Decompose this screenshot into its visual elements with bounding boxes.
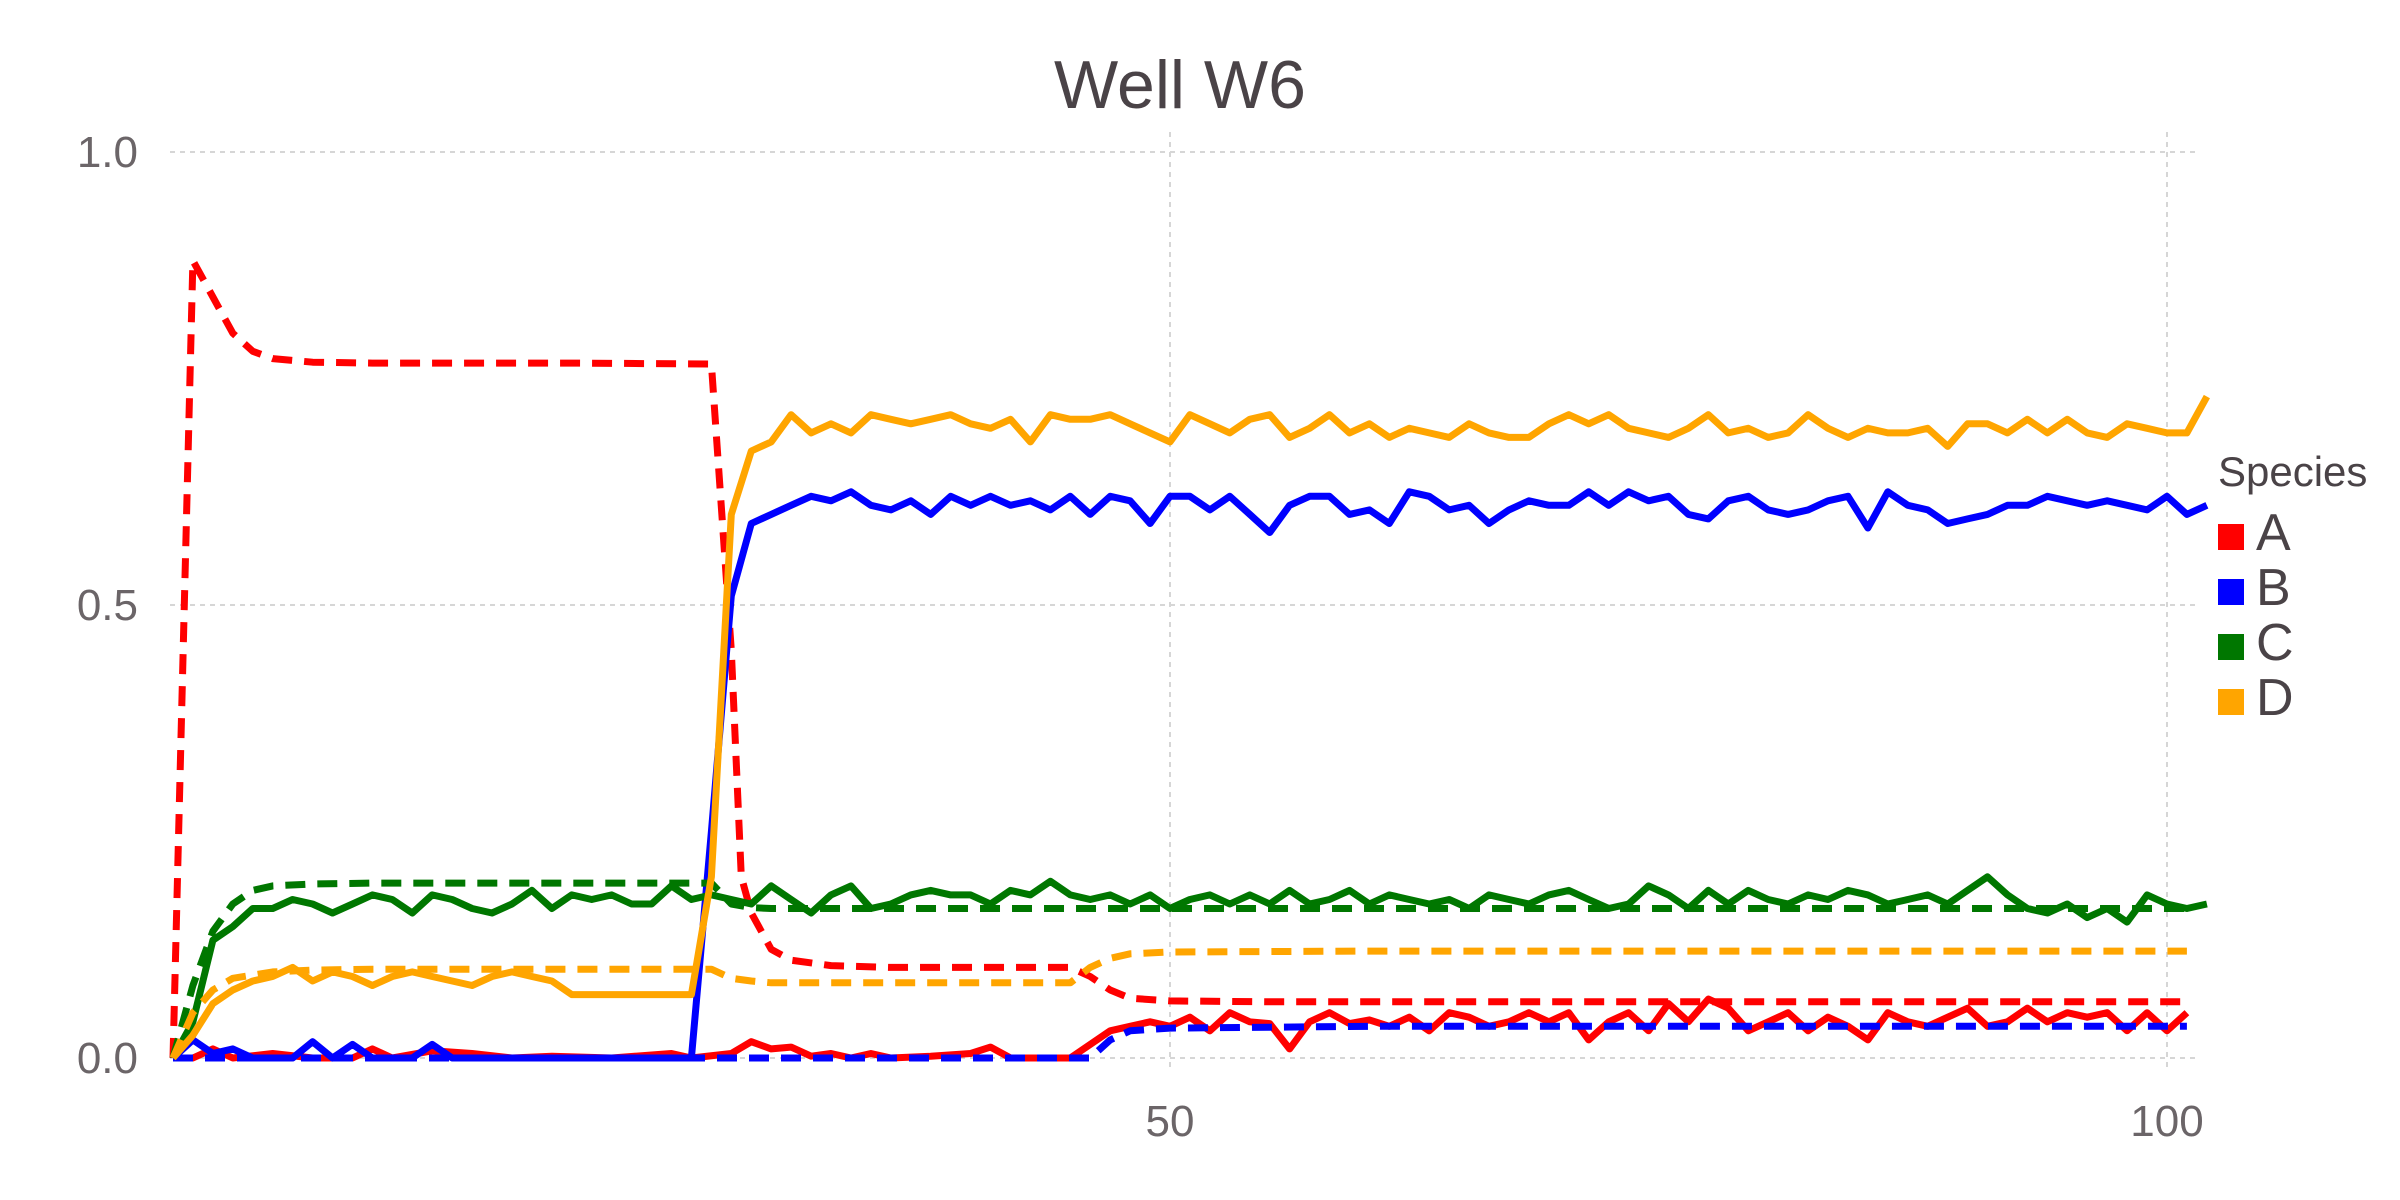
- series-line-b-dashed: [173, 1022, 2187, 1062]
- x-tick-label: 100: [2130, 1097, 2203, 1146]
- series-line-a-dashed: [169, 257, 2187, 1059]
- y-tick-label: 1.0: [77, 128, 138, 177]
- legend-label-b: B: [2256, 559, 2291, 617]
- x-tick-label: 50: [1146, 1097, 1195, 1146]
- series-line-a-solid: [173, 995, 2190, 1062]
- legend-swatch-c: [2218, 634, 2244, 660]
- series-line-b-solid: [170, 488, 2209, 1062]
- series-line-d-solid: [170, 394, 2210, 1061]
- legend-title: Species: [2218, 448, 2367, 495]
- legend-swatch-a: [2218, 524, 2244, 550]
- legend-swatch-b: [2218, 579, 2244, 605]
- legend-swatch-d: [2218, 689, 2244, 715]
- chart-title: Well W6: [1054, 47, 1306, 123]
- grid-lines: [170, 132, 2196, 1068]
- axis-tick-labels: 0.0 0.5 1.0 50 100: [77, 128, 2204, 1146]
- y-tick-label: 0.5: [77, 581, 138, 630]
- series-lines: [169, 257, 2210, 1062]
- legend-label-a: A: [2256, 504, 2291, 562]
- series-line-d-dashed: [169, 947, 2187, 1060]
- series-line-c-dashed: [169, 879, 2187, 1059]
- legend-label-d: D: [2256, 669, 2294, 727]
- y-tick-label: 0.0: [77, 1034, 138, 1083]
- legend-label-c: C: [2256, 614, 2294, 672]
- series-line-c-solid: [169, 873, 2208, 1060]
